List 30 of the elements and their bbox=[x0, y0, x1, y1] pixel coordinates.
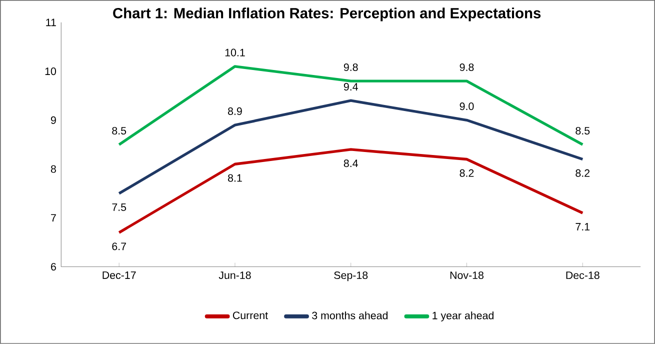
data-label: 9.8 bbox=[344, 63, 358, 72]
y-tick-label: 6 bbox=[51, 263, 56, 271]
legend-label: Current bbox=[232, 312, 268, 320]
x-tick-label: Dec-18 bbox=[566, 272, 600, 280]
x-tick-label: Sep-18 bbox=[334, 272, 368, 282]
data-label: 8.2 bbox=[460, 169, 474, 177]
data-label: 9.4 bbox=[344, 83, 358, 91]
y-tick-label: 8 bbox=[50, 165, 56, 173]
y-tick-label: 9 bbox=[50, 116, 56, 124]
x-tick-label: Jun-18 bbox=[218, 272, 251, 280]
data-label: 6.7 bbox=[112, 242, 126, 250]
data-label: 7.1 bbox=[576, 223, 590, 230]
y-tick-label: 7 bbox=[51, 214, 56, 222]
data-label: 8.2 bbox=[576, 169, 590, 177]
y-tick-label: 10 bbox=[45, 68, 56, 76]
y-tick-label: 11 bbox=[46, 18, 56, 26]
data-label: 8.4 bbox=[344, 160, 358, 168]
x-tick-label: Dec-17 bbox=[102, 272, 136, 279]
data-label: 10.1 bbox=[225, 48, 245, 56]
data-label: 8.5 bbox=[112, 127, 126, 135]
x-tick-label: Nov-18 bbox=[450, 272, 484, 280]
data-label: 8.1 bbox=[228, 174, 242, 182]
chart-title: Chart 1: Median Inflation Rates: Perception and Expectations bbox=[113, 8, 541, 22]
data-label: 8.5 bbox=[576, 127, 590, 135]
data-label: 7.5 bbox=[112, 204, 126, 211]
legend-label: 3 months ahead bbox=[312, 311, 388, 320]
legend-label: 1 year ahead bbox=[432, 311, 494, 322]
data-label: 9.8 bbox=[460, 63, 474, 72]
data-label: 9.0 bbox=[460, 102, 474, 110]
data-label: 8.9 bbox=[228, 107, 242, 116]
